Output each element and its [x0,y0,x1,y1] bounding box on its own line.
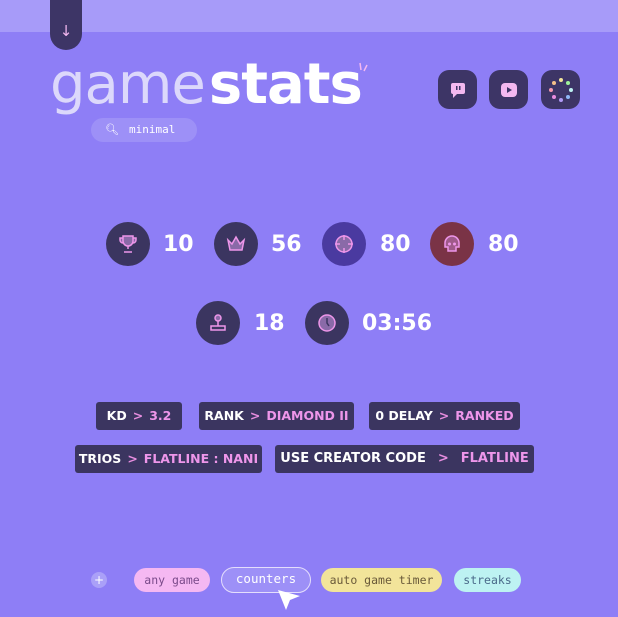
twitch-icon [450,82,465,98]
skull-stat-icon [430,222,474,266]
chevron-right-icon: > [437,451,449,466]
clock-icon [318,314,336,332]
collapse-tab[interactable]: ↓ [50,0,82,50]
chevron-right-icon: > [249,408,261,423]
tag-label: 0 DELAY [375,408,433,423]
chevron-right-icon: > [127,451,138,466]
joystick-icon [210,314,226,331]
add-button[interactable]: + [91,572,107,588]
tag-value: DIAMOND II [266,408,349,423]
tag-rank: RANK > DIAMOND II [199,402,354,430]
tag-label: TRIOS [78,451,122,466]
title-light: game [50,52,206,117]
tag-delay: 0 DELAY > RANKED [369,402,520,430]
timer-value: 03:56 [362,311,433,336]
crosshair-stat-icon [322,222,366,266]
search-value: minimal [128,123,176,136]
joystick-stat-icon [196,301,240,345]
games-count: 18 [254,311,285,336]
wins-count: 10 [163,232,194,257]
theme-button[interactable] [541,70,580,109]
tag-label: USE CREATOR CODE [280,451,426,466]
tag-creator-code: USE CREATOR CODE > FLATLINE [275,445,534,473]
chip-counters[interactable]: counters [221,567,311,593]
tag-value: RANKED [455,408,514,423]
crosshair-icon [335,235,353,253]
kills-count: 80 [380,232,411,257]
color-wheel-icon [548,77,573,102]
tag-label: KD [106,408,127,423]
youtube-button[interactable] [489,70,528,109]
chevron-right-icon: > [438,408,450,423]
chevron-right-icon: > [132,408,144,423]
crowns-count: 56 [271,232,302,257]
clock-stat-icon [305,301,349,345]
tag-value: FLATLINE : NANI [143,451,259,466]
chip-auto-game-timer[interactable]: auto game timer [321,568,442,592]
twitch-button[interactable] [438,70,477,109]
sparkle-icon [359,62,368,72]
chip-streaks[interactable]: streaks [454,568,521,592]
chip-any-game[interactable]: any game [134,568,210,592]
skull-icon [444,235,460,252]
arrow-down-icon: ↓ [59,22,73,40]
youtube-icon [500,82,517,97]
search-icon: 🔍︎ [105,123,119,136]
tag-label: RANK [204,408,244,423]
title-bold: stats [208,52,363,117]
crown-icon [226,235,246,251]
top-band [0,0,618,32]
tag-trios: TRIOS > FLATLINE : NANI [75,445,262,473]
search-input[interactable]: 🔍︎ minimal [91,118,197,142]
tag-value: 3.2 [149,408,172,423]
trophy-icon [119,235,137,253]
tag-kd: KD >3.2 [96,402,182,430]
page-title: gamestats [50,52,363,117]
trophy-stat-icon [106,222,150,266]
tag-value: FLATLINE [460,451,529,466]
cursor-icon [278,590,300,610]
deaths-count: 80 [488,232,519,257]
crown-stat-icon [214,222,258,266]
